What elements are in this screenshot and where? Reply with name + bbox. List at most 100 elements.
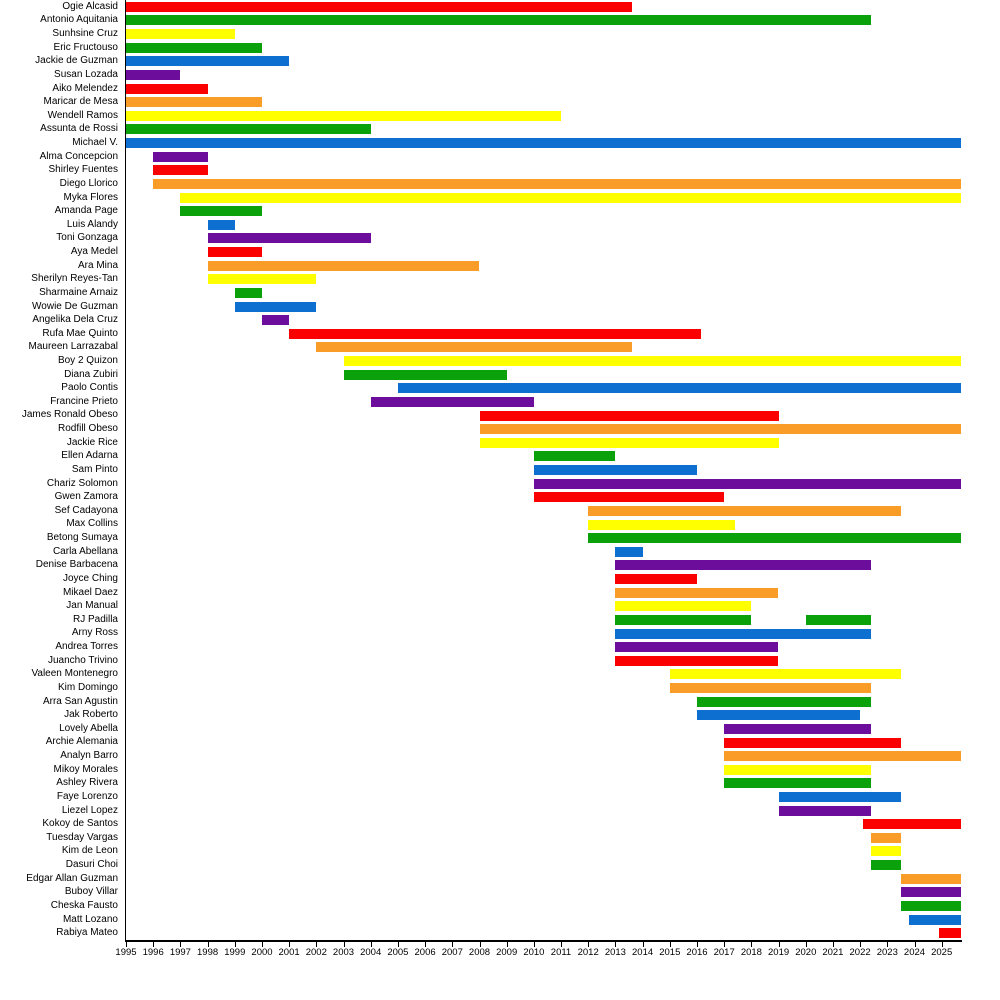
timeline-bar [909,914,961,925]
row-label: Matt Lozano [62,913,118,925]
row-label: Dasuri Choi [65,859,118,871]
timeline-bar [207,247,262,257]
timeline-bar [234,287,262,298]
timeline-bar [153,151,208,162]
timeline-bar [343,369,507,380]
timeline-bar [669,669,901,680]
row-label: Rabiya Mateo [56,927,118,939]
row-label: Valeen Montenegro [31,668,118,680]
row-label: Gwen Zamora [54,491,118,503]
x-axis-tick-label: 2025 [931,947,953,958]
row-label: Liezel Lopez [61,804,118,816]
row-label: Kim de Leon [61,845,118,857]
timeline-bar [533,478,961,489]
row-label: Amanda Page [54,205,118,217]
timeline-bar [615,587,779,598]
timeline-bar [479,437,779,448]
timeline-bar [126,110,561,121]
row-label: Diego Llorico [59,177,118,189]
row-label: Toni Gonzaga [56,232,118,244]
timeline-bar [615,560,871,571]
x-axis-tick [153,942,155,947]
row-label: Cheska Fausto [50,899,118,911]
x-axis-tick-label: 2000 [251,947,273,958]
row-label: Ashley Rivera [56,777,118,789]
timeline-bar [724,764,871,775]
x-axis-tick [588,942,590,947]
row-label: Aiko Melendez [52,82,118,94]
timeline-bar [126,83,208,94]
timeline-bar [900,873,961,884]
x-axis-tick-label: 2021 [822,947,844,958]
timeline-bar [615,574,697,584]
timeline-bar [207,233,371,244]
x-axis-tick [126,942,127,947]
timeline-bar [871,860,901,871]
timeline-bar [588,533,961,544]
timeline-bar [871,846,901,857]
x-axis-tick-label: 2013 [604,947,626,958]
timeline-bar [207,274,317,285]
timeline-bar [343,356,961,366]
x-axis-tick [805,942,807,947]
x-axis-tick [697,942,698,947]
row-label: Mikael Daez [62,586,118,598]
x-axis-tick [533,942,535,947]
timeline-bar [289,328,701,339]
row-label: Denise Barbacena [35,559,118,571]
row-label: Alma Concepcion [39,150,118,162]
timeline-bar [778,792,901,802]
timeline-bar [871,832,901,843]
x-axis-tick [262,942,263,947]
x-axis-tick [561,942,562,947]
timeline-bar [615,614,752,625]
row-label: Jan Manual [66,600,118,612]
x-axis-tick-label: 2018 [740,947,762,958]
timeline-bar [533,465,697,475]
timeline-bar [126,56,290,67]
timeline-bar [724,778,871,789]
row-label: Maricar de Mesa [43,96,118,108]
x-axis-tick [180,942,182,947]
x-axis-tick [479,942,481,947]
x-axis-tick-label: 1995 [115,947,137,958]
timeline-bar [615,655,779,666]
timeline-bar [262,315,290,326]
row-label: Aya Medel [70,246,118,257]
x-axis-tick [316,942,318,947]
timeline-bar [370,396,534,407]
timeline-bar [397,383,961,394]
row-label: Joyce Ching [62,572,118,584]
x-axis-tick [343,942,345,947]
x-axis-tick-label: 2004 [360,947,382,958]
timeline-bar [126,15,871,26]
x-axis-tick [941,942,943,947]
timeline-bar [900,900,961,911]
x-axis-tick-label: 2009 [496,947,518,958]
x-axis-tick-label: 2019 [768,947,790,958]
row-label: Jackie Rice [66,436,118,448]
timeline-bar [207,260,480,271]
x-axis-tick-label: 2024 [903,947,926,958]
row-label: Archie Alemania [45,736,118,748]
timeline-bar [669,683,871,693]
row-label: Rufa Mae Quinto [42,327,118,339]
timeline-bar [126,1,632,12]
row-label: Paolo Contis [61,382,118,394]
timeline-bar [126,138,961,148]
timeline-bar [697,710,861,721]
x-axis-tick [615,942,617,947]
x-axis-tick [860,942,862,947]
timeline-bar [180,192,961,203]
x-axis-tick-label: 2015 [659,947,681,958]
timeline-bar [126,29,235,40]
x-axis-tick [669,942,671,947]
row-label: Michael V. [72,137,118,149]
row-label: Analyn Barro [60,750,118,762]
row-label: Carla Abellana [52,545,118,557]
row-label: Luis Alandy [66,218,118,230]
timeline-bar [778,805,871,816]
row-label: Eric Fructouso [53,41,118,53]
row-label: Ogie Alcasid [62,0,118,12]
x-axis-tick-label: 2007 [441,947,463,958]
